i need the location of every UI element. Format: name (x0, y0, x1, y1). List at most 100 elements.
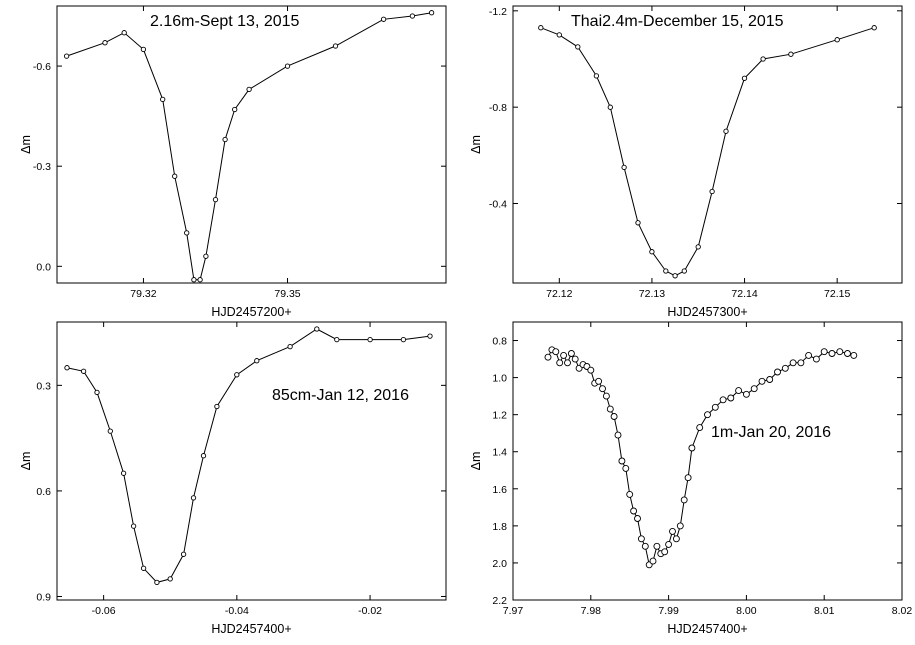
x-tick-label: 79.32 (130, 288, 156, 300)
data-point (212, 196, 219, 203)
data-point (121, 30, 127, 36)
data-point (595, 377, 603, 385)
data-point (684, 474, 692, 482)
panel-annotation: 85cm-Jan 12, 2016 (272, 387, 409, 404)
data-point (727, 394, 735, 402)
x-tick-label: -0.06 (92, 605, 116, 617)
x-tick-label: 72.14 (731, 288, 757, 300)
y-tick-label: 2.2 (492, 595, 507, 607)
chart-panel-4: 7.97 7.98 7.99 8.00 8.01 8.02 0.8 1.0 1.2 1.4 1.6 1… (469, 321, 913, 636)
data-point (704, 411, 711, 419)
data-point (160, 96, 166, 103)
data-point (637, 535, 645, 543)
data-point (214, 403, 220, 410)
y-tick-label: 0.0 (36, 261, 51, 273)
data-point (812, 355, 820, 363)
data-point (634, 515, 641, 522)
data-point (400, 336, 407, 343)
x-axis-title: HJD2457400+ (211, 622, 291, 636)
data-point (191, 277, 197, 283)
data-point (709, 188, 715, 195)
x-tick-label: 72.15 (824, 288, 850, 300)
data-point (669, 527, 676, 535)
x-tick-label: 72.12 (546, 288, 572, 300)
data-point (140, 46, 147, 53)
data-point (789, 359, 797, 367)
data-point (538, 25, 544, 31)
y-tick-label: -0.6 (33, 61, 51, 73)
x-axis-title: HJD2457300+ (667, 305, 747, 319)
data-point (200, 453, 207, 459)
x-tick-label: 72.13 (639, 288, 665, 300)
data-point (828, 350, 836, 357)
data-point (180, 551, 187, 557)
data-point (332, 43, 339, 49)
data-point (665, 540, 673, 548)
data-point (428, 10, 435, 16)
data-point (63, 53, 70, 59)
y-tick-label: 1.4 (492, 447, 507, 459)
data-point (760, 56, 766, 62)
data-point (602, 392, 610, 400)
x-tick-label: 7.98 (581, 605, 602, 617)
data-point (797, 359, 805, 367)
data-point (203, 253, 209, 259)
data-point (254, 358, 260, 364)
light-curve-line (66, 328, 431, 583)
x-tick-label: 7.97 (503, 605, 524, 617)
data-point (567, 350, 575, 357)
data-point (871, 25, 877, 31)
data-point (560, 351, 568, 359)
data-point (409, 13, 416, 19)
data-point (649, 249, 655, 255)
data-point (750, 385, 758, 393)
data-point (154, 579, 160, 586)
data-point (593, 73, 600, 79)
data-point (287, 343, 293, 350)
x-tick-label: 8.02 (892, 605, 913, 617)
data-point (607, 104, 613, 110)
data-point (711, 403, 719, 411)
data-point (672, 535, 680, 543)
data-point (774, 368, 781, 376)
data-point (844, 350, 851, 357)
plot-frame (512, 321, 903, 601)
y-axis-title: Δm (469, 452, 483, 471)
plot-frame (512, 5, 903, 284)
data-point (234, 372, 240, 378)
data-point (649, 557, 657, 565)
data-point (676, 522, 684, 530)
y-tick-label: 1.0 (492, 373, 507, 385)
data-point (140, 565, 147, 571)
data-point (653, 542, 661, 550)
data-point (107, 428, 113, 434)
data-point (380, 16, 387, 22)
data-point (820, 348, 828, 356)
data-point (232, 106, 238, 113)
y-axis-title: Δm (19, 135, 33, 154)
y-tick-label: 2.0 (492, 558, 507, 570)
data-point (599, 385, 606, 393)
data-point (130, 523, 137, 529)
data-point (190, 495, 197, 501)
y-tick-label: 0.8 (492, 336, 507, 348)
x-tick-label: 8.01 (814, 605, 835, 617)
x-tick-label: 8.00 (736, 605, 757, 617)
data-point (805, 351, 813, 359)
x-tick-label: 7.99 (658, 605, 679, 617)
data-point (614, 431, 622, 439)
y-tick-label: 1.2 (492, 410, 507, 422)
data-point (834, 37, 840, 43)
data-point (688, 444, 696, 452)
data-point (564, 359, 571, 367)
data-point (723, 128, 729, 134)
data-point (587, 366, 595, 374)
data-point (94, 389, 100, 396)
data-point (197, 277, 203, 283)
data-point (661, 548, 669, 556)
data-point (766, 376, 774, 383)
data-point (334, 336, 340, 343)
y-tick-label: 1.6 (492, 484, 507, 496)
data-point (836, 348, 844, 356)
y-tick-label: -0.4 (489, 199, 507, 211)
